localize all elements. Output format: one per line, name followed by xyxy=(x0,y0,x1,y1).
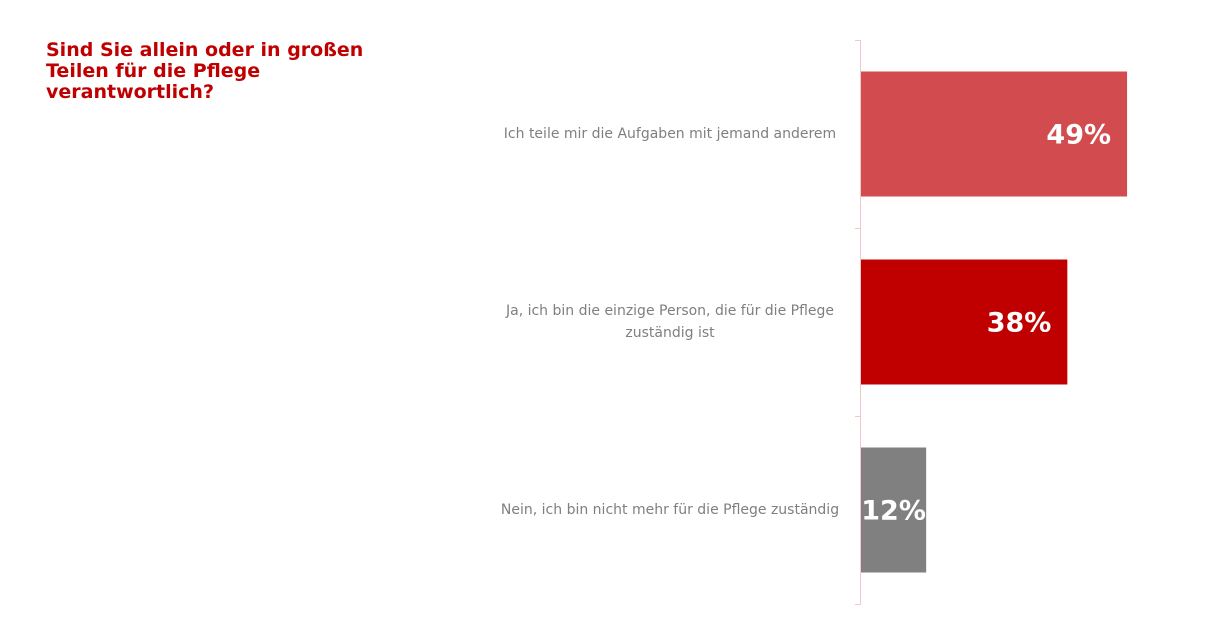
value-label: 12% xyxy=(861,496,926,527)
bar xyxy=(861,447,927,573)
category-label: Nein, ich bin nicht mehr für die Pflege … xyxy=(500,502,840,518)
chart-title: Sind Sie allein oder in großen Teilen fü… xyxy=(46,39,364,103)
bar xyxy=(861,259,1068,385)
category-label: Ja, ich bin die einzige Person, die für … xyxy=(505,303,835,341)
value-label: 49% xyxy=(1046,120,1111,151)
value-label: 38% xyxy=(987,308,1052,339)
bar xyxy=(861,71,1128,197)
axis xyxy=(855,40,861,605)
category-label: Ich teile mir die Aufgaben mit jemand an… xyxy=(503,126,837,142)
